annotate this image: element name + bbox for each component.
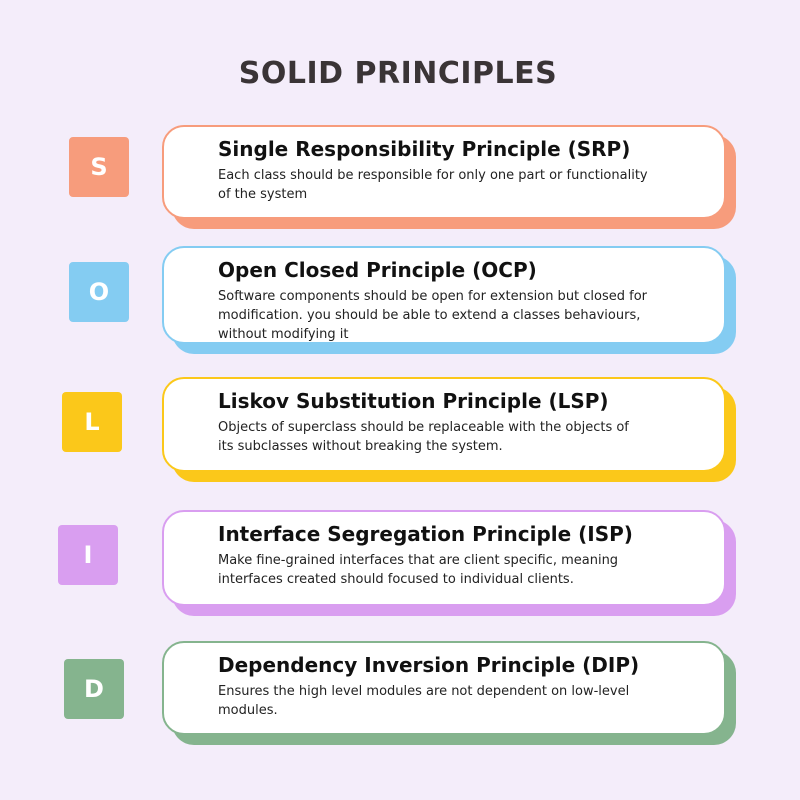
badge-d: D — [64, 659, 124, 719]
badge-letter: L — [84, 408, 100, 436]
badge-letter: D — [84, 675, 104, 703]
card-body: Interface Segregation Principle (ISP) Ma… — [162, 510, 726, 606]
principle-title: Open Closed Principle (OCP) — [218, 258, 537, 282]
principle-description: Each class should be responsible for onl… — [218, 168, 648, 202]
principle-description: Ensures the high level modules are not d… — [218, 684, 630, 718]
principle-title: Dependency Inversion Principle (DIP) — [218, 653, 640, 677]
principle-description: Objects of superclass should be replacea… — [218, 420, 629, 454]
page-title: SOLID PRINCIPLES — [238, 56, 558, 91]
principle-description: Make fine-grained interfaces that are cl… — [218, 553, 619, 587]
badge-letter: I — [83, 541, 93, 569]
card-body: Open Closed Principle (OCP) Software com… — [162, 246, 726, 344]
card-body: Liskov Substitution Principle (LSP) Obje… — [162, 377, 726, 472]
principle-title: Interface Segregation Principle (ISP) — [218, 522, 633, 546]
badge-letter: O — [88, 278, 110, 306]
card-body: Dependency Inversion Principle (DIP) Ens… — [162, 641, 726, 735]
principle-title: Liskov Substitution Principle (LSP) — [218, 389, 609, 413]
principle-card-ocp: Open Closed Principle (OCP) Software com… — [162, 246, 736, 354]
principle-title: Single Responsibility Principle (SRP) — [218, 137, 631, 161]
badge-letter: S — [90, 153, 108, 181]
principle-card-srp: Single Responsibility Principle (SRP) Ea… — [162, 125, 736, 229]
badge-s: S — [69, 137, 129, 197]
badge-o: O — [69, 262, 129, 322]
principle-card-dip: Dependency Inversion Principle (DIP) Ens… — [162, 641, 736, 745]
principle-card-isp: Interface Segregation Principle (ISP) Ma… — [162, 510, 736, 616]
badge-i: I — [58, 525, 118, 585]
card-body: Single Responsibility Principle (SRP) Ea… — [162, 125, 726, 219]
principle-description: Software components should be open for e… — [218, 289, 648, 342]
principle-card-lsp: Liskov Substitution Principle (LSP) Obje… — [162, 377, 736, 482]
badge-l: L — [62, 392, 122, 452]
